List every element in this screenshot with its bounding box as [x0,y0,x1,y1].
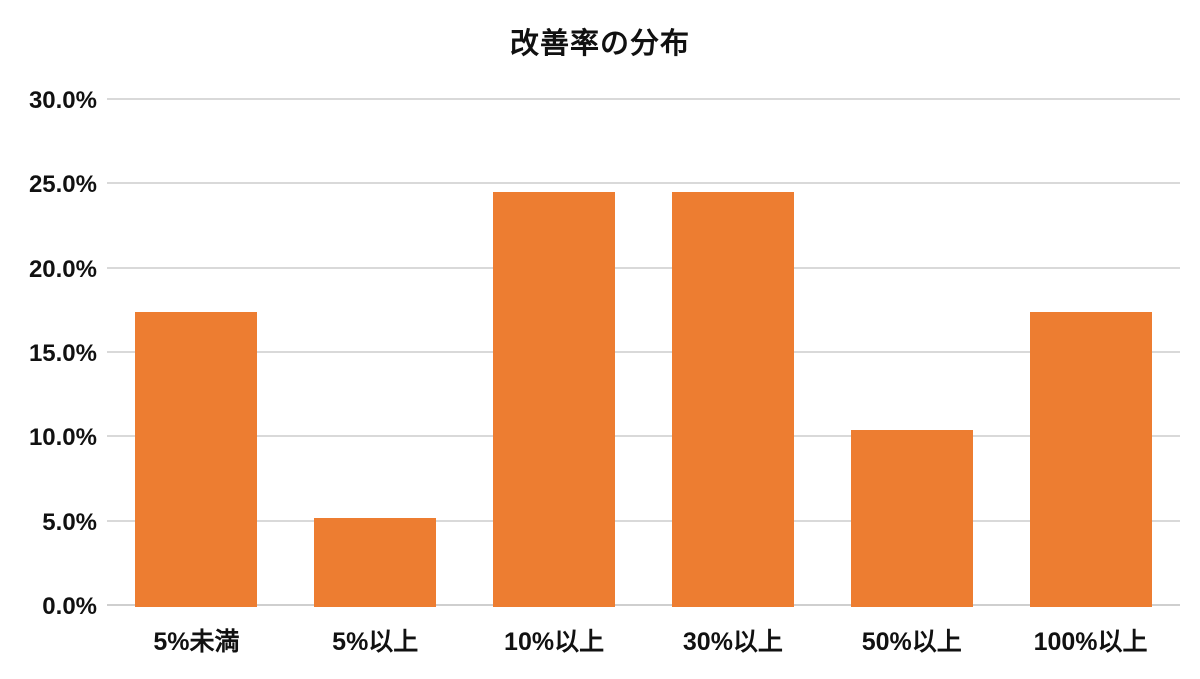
chart-title: 改善率の分布 [509,28,690,60]
gridline [107,435,1180,438]
plot-area [107,98,1180,607]
gridline [107,519,1180,522]
gridline [107,98,1180,100]
bar-0 [135,311,258,607]
y-tick-label: 30.0% [28,87,97,114]
y-tick-label: 0.0% [42,593,97,620]
bar-2 [493,192,616,607]
y-tick-label: 25.0% [28,171,97,199]
gridline [107,182,1180,185]
bar-1 [314,517,437,607]
x-axis-label: 5%以上 [332,628,419,656]
y-tick-label: 15.0% [28,340,97,367]
bar-5 [1029,311,1152,607]
x-axis-label: 30%以上 [682,628,783,656]
y-tick-label: 20.0% [28,255,97,283]
gridline [107,266,1180,269]
y-tick-label: 5.0% [42,508,97,536]
gridline [107,351,1180,353]
x-axis-label: 10%以上 [504,628,605,656]
x-axis-label: 50%以上 [861,628,962,656]
x-axis-label: 100%以上 [1033,628,1148,656]
bar-3 [671,192,794,607]
y-tick-label: 10.0% [28,424,97,452]
bar-4 [850,429,973,607]
x-axis-label: 5%未満 [153,628,240,656]
x-axis-line [107,604,1180,606]
